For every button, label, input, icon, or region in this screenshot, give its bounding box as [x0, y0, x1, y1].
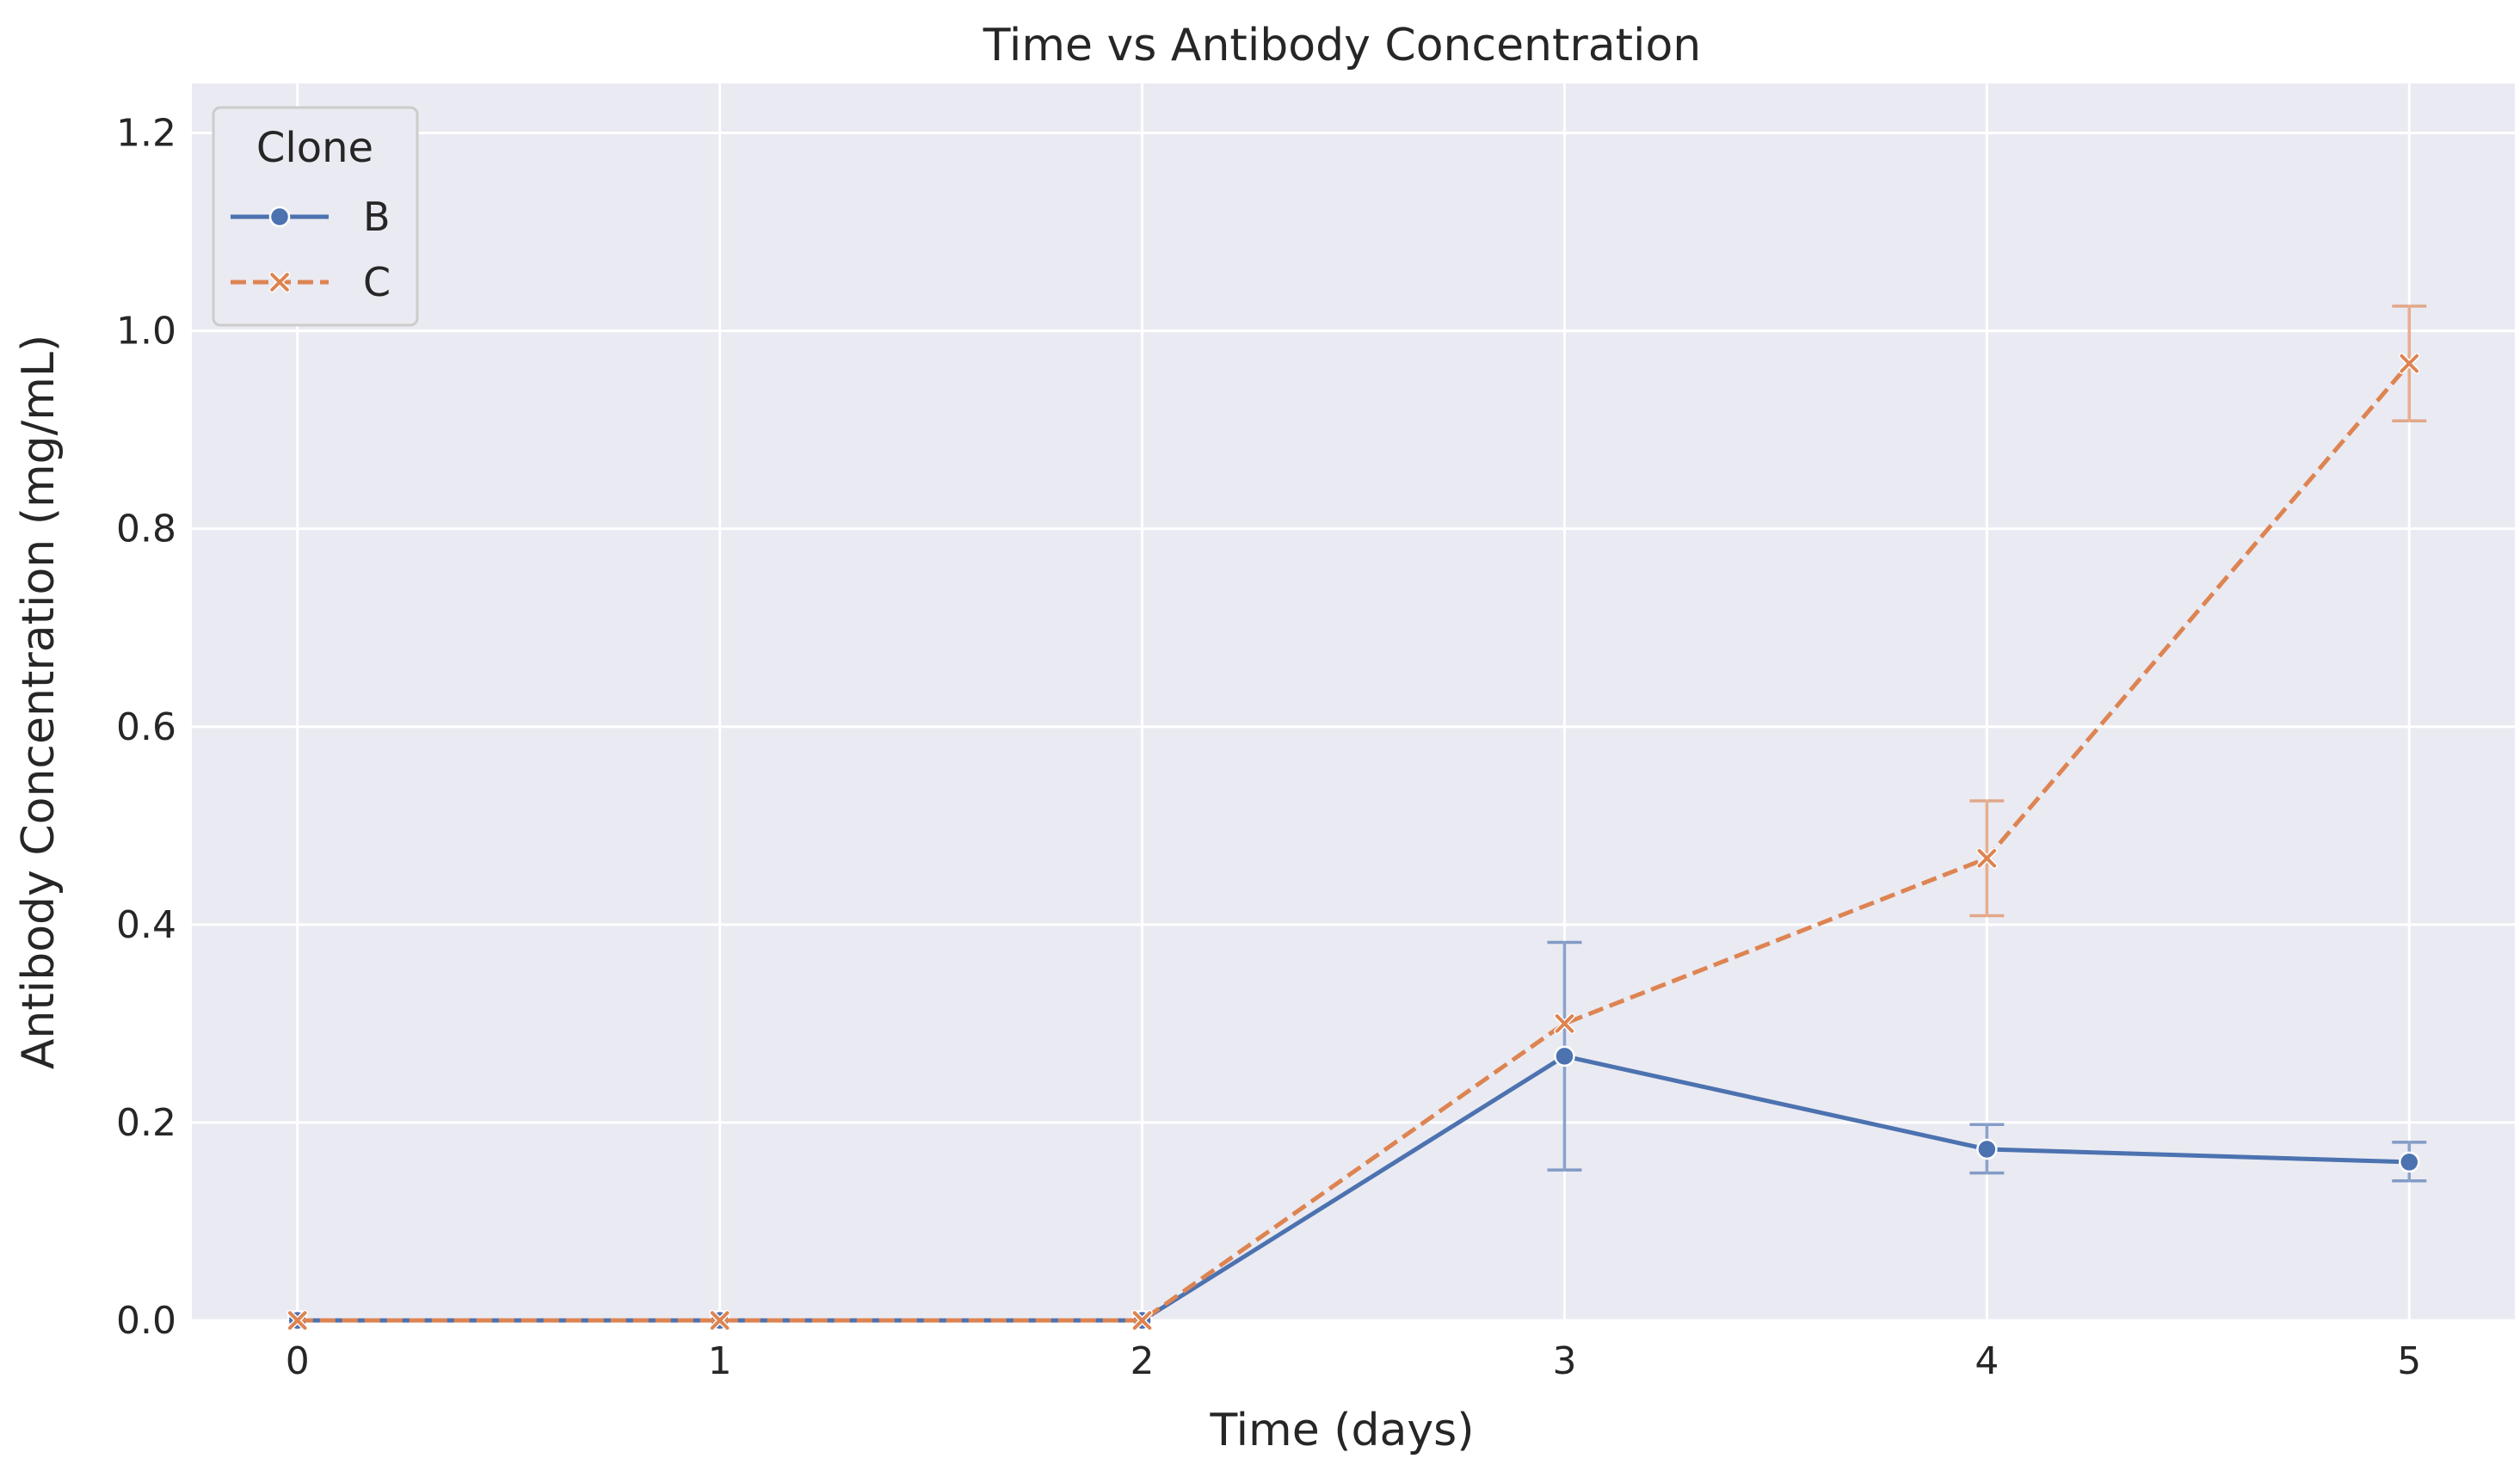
x-tick-label-5: 5: [2397, 1339, 2421, 1383]
x-tick-label-3: 3: [1552, 1339, 1576, 1383]
x-axis-label: Time (days): [1209, 1405, 1474, 1456]
plot-area: [192, 83, 2515, 1320]
point-C-4: [1976, 847, 1998, 870]
point-C-5-cross: [2400, 354, 2419, 373]
line-C: [297, 361, 2412, 1323]
point-C-2-cross: [1132, 1311, 1152, 1330]
y-tick-label-0: 0.0: [116, 1299, 176, 1343]
legend-label-B: B: [363, 194, 391, 240]
y-tick-label-4: 0.8: [116, 508, 176, 551]
point-B-3: [1554, 1045, 1575, 1068]
y-tick-label-5: 1.0: [116, 310, 176, 354]
point-C-2: [1131, 1309, 1153, 1332]
point-C-3: [1554, 1012, 1575, 1035]
point-B-5: [2399, 1151, 2420, 1173]
line-B: [297, 1054, 2410, 1323]
y-tick-label-1: 0.2: [116, 1101, 176, 1145]
point-C-4-cross: [1977, 848, 1997, 868]
x-tick-label-2: 2: [1131, 1339, 1155, 1383]
point-C-1-cross: [710, 1311, 730, 1330]
x-tick-label-1: 1: [708, 1339, 732, 1383]
series-C: [287, 305, 2427, 1332]
point-C-0-cross: [287, 1311, 307, 1330]
grid-lines: [192, 83, 2515, 1322]
chart-title: Time vs Antibody Concentration: [983, 20, 1702, 71]
y-tick-label-2: 0.4: [116, 903, 176, 947]
y-tick-label-3: 0.6: [116, 705, 176, 749]
legend-marker-B: [268, 206, 291, 228]
legend-entry-B: B: [231, 194, 391, 240]
x-axis-ticks: 0 1 2 3 4 5: [286, 1339, 2422, 1383]
point-C-1: [709, 1309, 730, 1332]
legend-entry-C: C: [231, 259, 391, 305]
point-B-4: [1976, 1138, 1998, 1160]
y-tick-label-6: 1.2: [116, 112, 176, 156]
legend-entries: BC: [231, 194, 391, 305]
legend-marker-C-cross: [270, 273, 289, 292]
legend-label-C: C: [363, 259, 391, 305]
legend: Clone BC: [212, 106, 419, 327]
x-tick-label-4: 4: [1975, 1339, 1999, 1383]
y-axis-label: Antibody Concentration (mg/mL): [13, 335, 65, 1069]
y-axis-ticks: 0.0 0.2 0.4 0.6 0.8 1.0 1.2: [116, 112, 176, 1343]
x-tick-label-0: 0: [286, 1339, 310, 1383]
series-layer: [287, 305, 2427, 1332]
point-C-0: [287, 1309, 309, 1332]
legend-marker-C: [268, 271, 291, 293]
point-C-3-cross: [1555, 1014, 1574, 1033]
legend-title: Clone: [256, 124, 373, 172]
point-C-5: [2398, 353, 2420, 374]
